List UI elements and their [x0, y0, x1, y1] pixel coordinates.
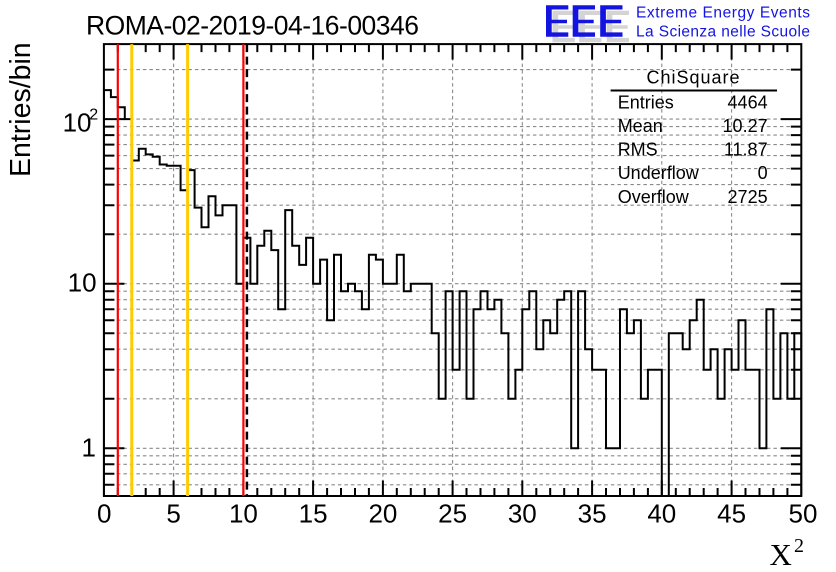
svg-text:2725: 2725 — [728, 187, 768, 207]
svg-text:15: 15 — [299, 499, 328, 529]
svg-text:ROMA-02-2019-04-16-00346: ROMA-02-2019-04-16-00346 — [86, 11, 419, 41]
svg-text:X: X — [770, 537, 792, 572]
svg-text:2: 2 — [794, 535, 804, 557]
svg-text:Overflow: Overflow — [618, 187, 690, 207]
svg-text:11.87: 11.87 — [724, 140, 768, 160]
svg-text:10.27: 10.27 — [723, 116, 768, 136]
svg-text:20: 20 — [368, 499, 397, 529]
svg-text:50: 50 — [789, 499, 818, 529]
svg-text:10: 10 — [63, 108, 92, 138]
svg-text:25: 25 — [438, 499, 467, 529]
svg-text:5: 5 — [166, 499, 180, 529]
svg-text:Entries: Entries — [618, 92, 674, 112]
svg-text:10: 10 — [229, 499, 258, 529]
svg-text:35: 35 — [578, 499, 607, 529]
svg-text:40: 40 — [647, 499, 676, 529]
svg-text:45: 45 — [717, 499, 746, 529]
svg-text:Entries/bin: Entries/bin — [5, 42, 37, 177]
svg-text:4464: 4464 — [728, 92, 768, 112]
svg-text:La Scienza nelle Scuole: La Scienza nelle Scuole — [636, 23, 810, 40]
svg-text:RMS: RMS — [618, 140, 658, 160]
svg-text:Mean: Mean — [618, 116, 663, 136]
svg-text:Underflow: Underflow — [618, 163, 700, 183]
svg-text:1: 1 — [82, 433, 96, 463]
svg-text:Extreme Energy Events: Extreme Energy Events — [636, 4, 810, 21]
svg-text:0: 0 — [97, 499, 111, 529]
svg-text:2: 2 — [89, 107, 98, 124]
svg-text:ChiSquare: ChiSquare — [647, 68, 740, 88]
svg-text:30: 30 — [508, 499, 537, 529]
svg-text:10: 10 — [68, 268, 97, 298]
svg-text:0: 0 — [758, 163, 768, 183]
